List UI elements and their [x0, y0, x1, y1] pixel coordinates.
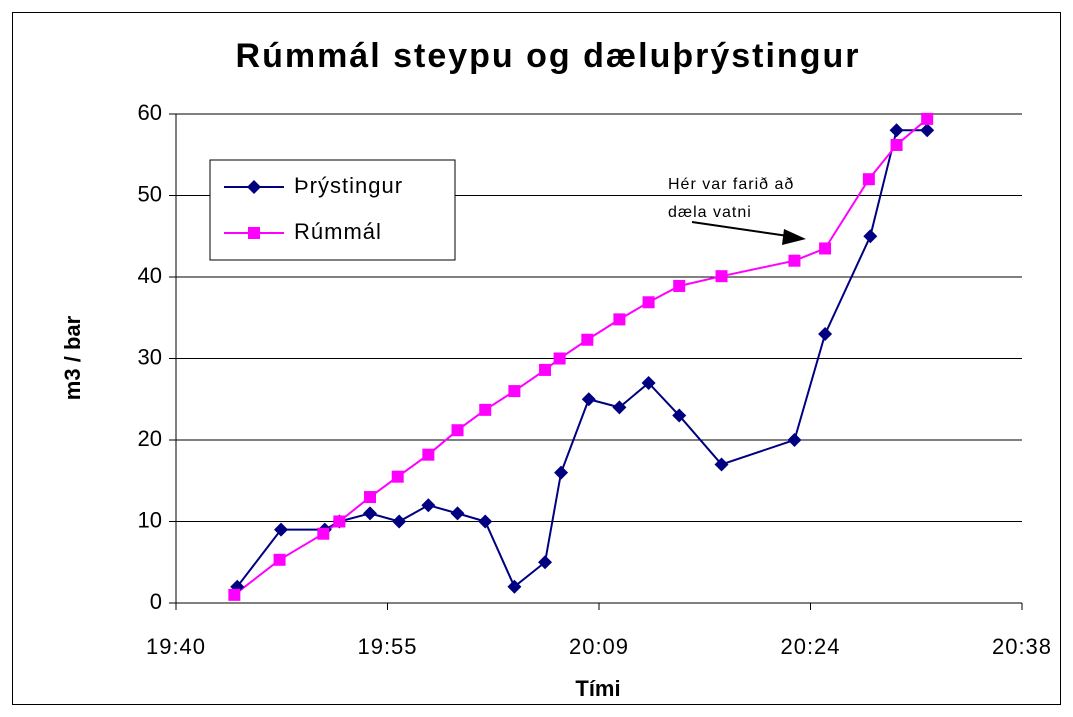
data-point: [714, 457, 729, 472]
data-point: [391, 470, 404, 483]
x-tick-label: 19:55: [357, 634, 417, 659]
legend-box: [209, 159, 456, 261]
data-point: [581, 333, 594, 346]
data-point: [921, 112, 934, 125]
annotation-arrow: [691, 221, 789, 237]
data-point: [538, 555, 553, 570]
data-point: [862, 173, 875, 186]
y-tick-label: 20: [138, 426, 162, 451]
data-point: [787, 433, 802, 447]
y-tick-label: 10: [138, 507, 162, 532]
data-point: [581, 392, 596, 407]
annotation: Hér var farið að: [668, 176, 794, 193]
chart-title: Rúmmál steypu og dæluþrýstingur: [236, 37, 861, 75]
data-point: [553, 352, 566, 365]
data-point: [450, 506, 465, 521]
data-point: [642, 296, 655, 309]
data-point: [863, 229, 878, 244]
data-point: [228, 588, 241, 601]
data-point: [715, 270, 728, 283]
y-axis-label: m3 / bar: [60, 315, 85, 400]
y-tick-label: 0: [150, 589, 162, 614]
data-point: [818, 327, 833, 342]
x-axis-label: Tími: [575, 676, 620, 701]
legend-marker: [248, 227, 260, 239]
legend-marker: [247, 180, 261, 194]
data-point: [317, 527, 330, 540]
data-point: [890, 138, 903, 151]
x-tick-label: 20:38: [992, 634, 1052, 659]
data-point: [641, 375, 656, 390]
x-tick-label: 20:24: [780, 634, 840, 659]
series-line: [236, 129, 928, 589]
data-point: [507, 579, 522, 594]
data-point: [539, 363, 552, 376]
data-point: [421, 498, 436, 513]
data-point: [363, 491, 376, 504]
data-point: [673, 279, 686, 292]
data-point: [612, 400, 627, 415]
y-tick-label: 60: [138, 100, 162, 125]
data-point: [920, 123, 935, 138]
y-tick-label: 40: [138, 263, 162, 288]
data-point: [478, 514, 493, 529]
data-point: [422, 448, 435, 461]
data-point: [788, 254, 801, 267]
data-point: [479, 403, 492, 416]
data-point: [889, 123, 904, 138]
annotation-arrowhead: [782, 229, 806, 245]
x-tick-label: 19:40: [146, 634, 206, 659]
annotation: dæla vatni: [668, 204, 752, 221]
data-point: [672, 408, 687, 423]
y-tick-label: 50: [138, 181, 162, 206]
legend-label: Þrýstingur: [294, 173, 403, 198]
y-tick-label: 30: [138, 344, 162, 369]
data-point: [451, 424, 464, 437]
series-line: [233, 118, 928, 596]
data-point: [362, 506, 377, 521]
x-tick-label: 20:09: [569, 634, 629, 659]
legend-label: Rúmmál: [294, 219, 382, 244]
data-point: [274, 522, 289, 537]
data-point: [554, 465, 569, 480]
data-point: [613, 313, 626, 326]
data-point: [273, 553, 286, 566]
data-point: [819, 242, 832, 255]
data-point: [333, 515, 346, 528]
data-point: [392, 514, 407, 529]
data-point: [508, 385, 521, 398]
